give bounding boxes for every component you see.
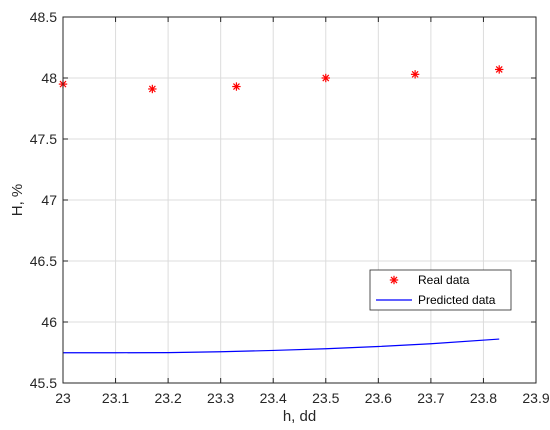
x-tick-label: 23.3 (207, 390, 234, 406)
legend-label: Predicted data (418, 293, 496, 307)
y-tick-label: 47 (41, 192, 57, 208)
y-tick-label: 46 (41, 314, 57, 330)
x-tick-label: 23 (55, 390, 71, 406)
real-data-point (321, 73, 330, 83)
x-tick-label: 23.2 (154, 390, 181, 406)
series-layer (58, 65, 504, 354)
y-tick-label: 46.5 (30, 253, 57, 269)
x-tick-label: 23.1 (102, 390, 129, 406)
y-tick-label: 45.5 (30, 375, 57, 391)
real-data-point (410, 70, 420, 79)
x-tick-label: 23.9 (522, 390, 549, 406)
real-data-point (232, 82, 241, 91)
real-data-point (148, 84, 157, 94)
legend: Real data Predicted data (369, 269, 512, 311)
y-tick-label: 47.5 (30, 131, 57, 147)
ticks: 23 23.1 23.2 23.3 23.4 23.5 23.6 23.7 23.8 23.9 45… (30, 9, 550, 406)
x-tick-label: 23.6 (365, 390, 392, 406)
x-tick-label: 23.8 (470, 390, 497, 406)
y-axis-label: H, % (9, 184, 26, 217)
x-axis-label: h, dd (283, 408, 316, 425)
legend-asterisk-marker (389, 275, 399, 285)
y-tick-label: 48 (41, 70, 57, 86)
x-tick-label: 23.5 (312, 390, 339, 406)
predicted-data-line (63, 338, 500, 354)
x-tick-label: 23.4 (260, 390, 287, 406)
y-tick-label: 48.5 (30, 9, 57, 25)
x-tick-label: 23.7 (417, 390, 444, 406)
real-data-point (495, 65, 504, 74)
legend-label: Real data (418, 273, 470, 287)
